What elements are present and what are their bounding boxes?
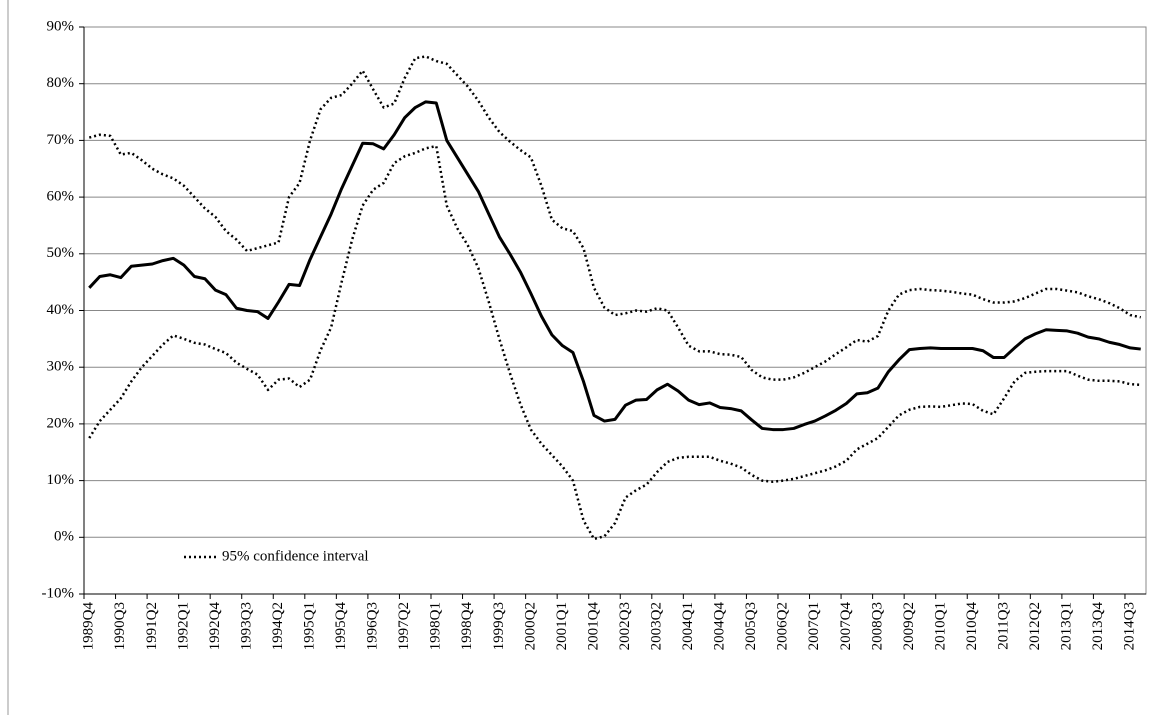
x-tick-label: 1996Q3 [365,602,381,650]
x-tick-label: 1994Q2 [270,602,286,650]
x-tick-label: 2012Q2 [1027,602,1043,650]
x-tick-label: 2002Q3 [617,602,633,650]
x-tick-label: 1993Q3 [238,602,254,650]
y-tick-label: 40% [47,302,75,318]
y-tick-label: 90% [47,18,75,34]
x-tick-label: 2004Q4 [712,602,728,651]
x-tick-label: 1992Q4 [207,602,223,651]
x-tick-label: 2007Q4 [838,602,854,651]
y-tick-label: -10% [42,585,75,601]
x-tick-label: 1997Q2 [396,602,412,650]
x-tick-label: 1989Q4 [81,602,97,651]
x-tick-label: 1998Q1 [428,602,444,650]
x-tick-label: 2010Q4 [964,602,980,651]
x-tick-label: 2013Q1 [1059,602,1075,650]
x-tick-label: 1992Q1 [175,602,191,650]
y-tick-label: 50% [47,245,75,261]
y-tick-label: 0% [54,529,74,545]
x-tick-label: 1998Q4 [459,602,475,651]
x-tick-label: 2001Q1 [554,602,570,650]
x-tick-label: 2008Q3 [869,602,885,650]
y-tick-label: 10% [47,472,75,488]
y-tick-label: 20% [47,415,75,431]
legend-label: 95% confidence interval [222,548,369,564]
y-tick-label: 80% [47,75,75,91]
x-tick-label: 2011Q3 [995,602,1011,650]
x-tick-label: 1995Q1 [302,602,318,650]
estimate-line [88,100,1141,432]
x-tick-label: 1995Q4 [333,602,349,651]
x-tick-label: 2010Q1 [932,602,948,650]
x-tick-label: 2006Q2 [775,602,791,650]
x-tick-label: 1999Q3 [491,602,507,650]
x-tick-label: 2009Q2 [901,602,917,650]
y-tick-label: 60% [47,189,75,205]
x-tick-label: 2004Q1 [680,602,696,650]
x-tick-label: 2000Q2 [522,602,538,650]
ci-line [88,144,1141,541]
x-tick-label: 2014Q3 [1122,602,1138,650]
y-tick-label: 70% [47,132,75,148]
x-tick-label: 2003Q2 [648,602,664,650]
x-tick-label: 2007Q1 [806,602,822,650]
x-tick-label: 2013Q4 [1090,602,1106,651]
x-tick-label: 2005Q3 [743,602,759,650]
x-tick-label: 1991Q2 [144,602,160,650]
x-tick-label: 1990Q3 [112,602,128,650]
x-tick-label: 2001Q4 [585,602,601,651]
ci-line [88,55,1142,381]
y-tick-label: 30% [47,359,75,375]
